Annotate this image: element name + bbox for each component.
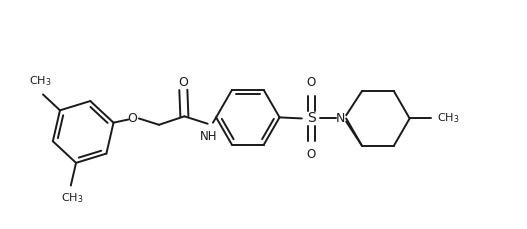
Text: N: N	[336, 112, 346, 125]
Text: O: O	[128, 112, 138, 125]
Text: CH$_3$: CH$_3$	[28, 74, 51, 88]
Text: O: O	[178, 76, 188, 89]
Text: CH$_3$: CH$_3$	[437, 112, 460, 125]
Text: NH: NH	[200, 130, 218, 143]
Text: CH$_3$: CH$_3$	[61, 191, 83, 205]
Text: S: S	[307, 112, 316, 125]
Text: O: O	[307, 148, 316, 161]
Text: O: O	[307, 76, 316, 89]
